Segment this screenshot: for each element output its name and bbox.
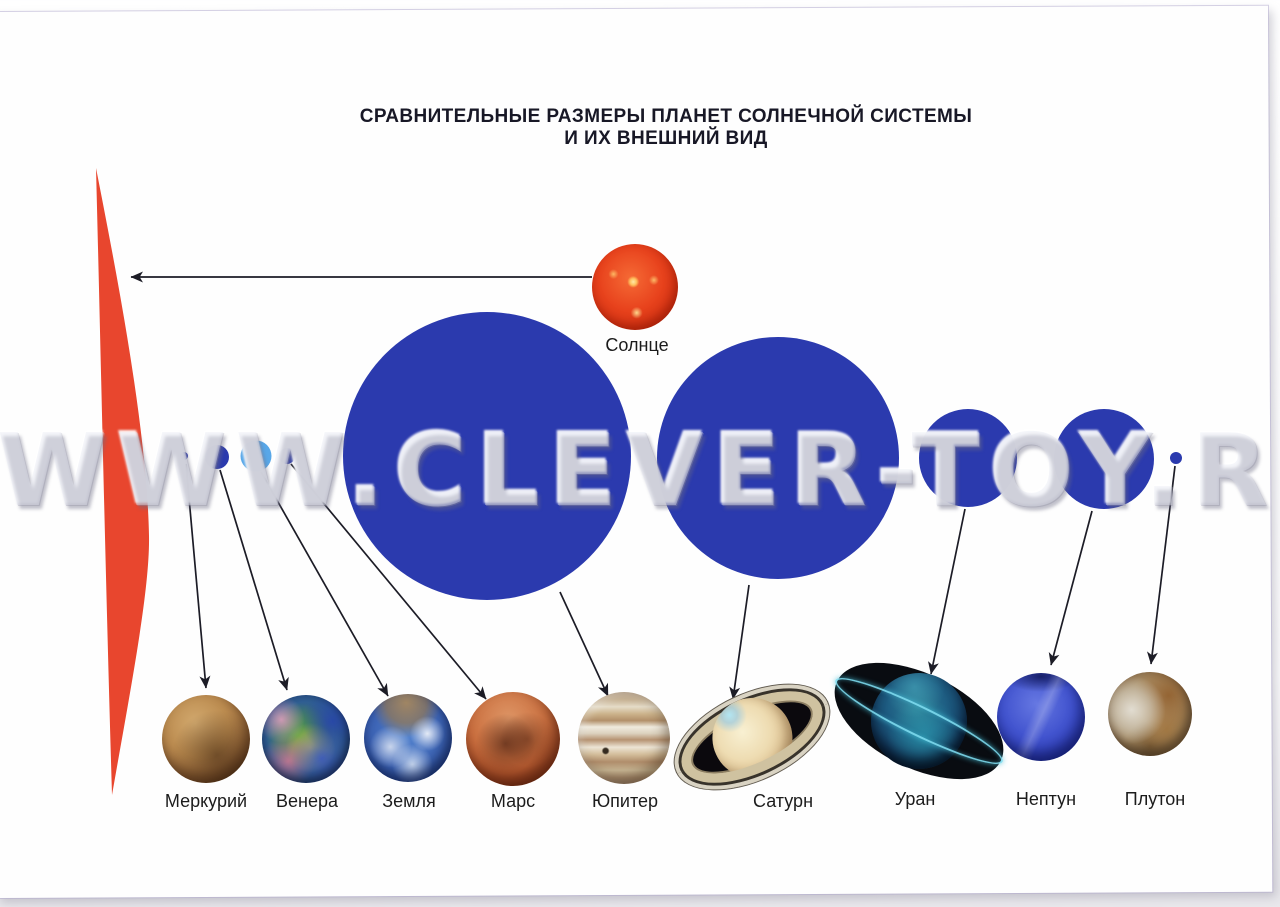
planet-label-mars: Марс (490, 791, 536, 811)
scale-circles (180, 312, 1182, 600)
scale-circle-mercury (180, 452, 188, 460)
planet-label-mercury: Меркурий (164, 791, 248, 811)
poster-title: СРАВНИТЕЛЬНЫЕ РАЗМЕРЫ ПЛАНЕТ СОЛНЕЧНОЙ С… (360, 106, 973, 149)
scale-circle-neptune (1054, 409, 1154, 509)
arrows (130, 271, 1176, 700)
arrow-mars (290, 463, 487, 700)
sun-photo (592, 244, 678, 330)
scale-circle-mars (279, 448, 295, 464)
planet-photo-jupiter (578, 692, 670, 784)
sun-label: Солнце (605, 335, 669, 355)
scale-circle-uranus (919, 409, 1017, 507)
poster-title-line2: И ИХ ВНЕШНИЙ ВИД (564, 127, 768, 149)
scale-circle-saturn (657, 337, 899, 579)
planet-photo-venus (262, 695, 350, 783)
arrow-venus (219, 469, 289, 691)
planet-label-neptune: Нептун (1015, 789, 1077, 809)
planet-photo-mercury (162, 695, 250, 783)
watermark-text: WWW.CLEVER-TOY.RU (0, 412, 1280, 529)
planet-photo-earth (364, 694, 452, 782)
arrow-jupiter (559, 591, 609, 697)
arrow-saturn (729, 584, 750, 700)
poster-title-line1: СРАВНИТЕЛЬНЫЕ РАЗМЕРЫ ПЛАНЕТ СОЛНЕЧНОЙ С… (359, 106, 973, 127)
planet-label-earth: Земля (382, 791, 436, 811)
planet-photo-pluto (1108, 672, 1192, 756)
scale-circle-jupiter (343, 312, 631, 600)
planet-label-pluto: Плутон (1124, 789, 1186, 809)
arrow-uranus (928, 508, 966, 675)
planet-label-jupiter: Юпитер (591, 791, 659, 811)
planet-label-venus: Венера (276, 791, 338, 811)
planet-label-uranus: Уран (894, 789, 936, 809)
arrow-earth (260, 471, 389, 697)
arrow-mercury (185, 463, 211, 689)
arrow-pluto (1146, 465, 1176, 665)
planet-photo-mars (466, 692, 560, 786)
scale-circle-venus (205, 445, 229, 469)
scale-circle-pluto (1170, 452, 1182, 464)
scale-circle-earth (240, 440, 272, 472)
arrow-neptune (1048, 510, 1093, 666)
planet-label-saturn: Сатурн (752, 791, 814, 811)
sun-scale-crescent (96, 168, 150, 795)
planet-photo-neptune (997, 673, 1085, 761)
